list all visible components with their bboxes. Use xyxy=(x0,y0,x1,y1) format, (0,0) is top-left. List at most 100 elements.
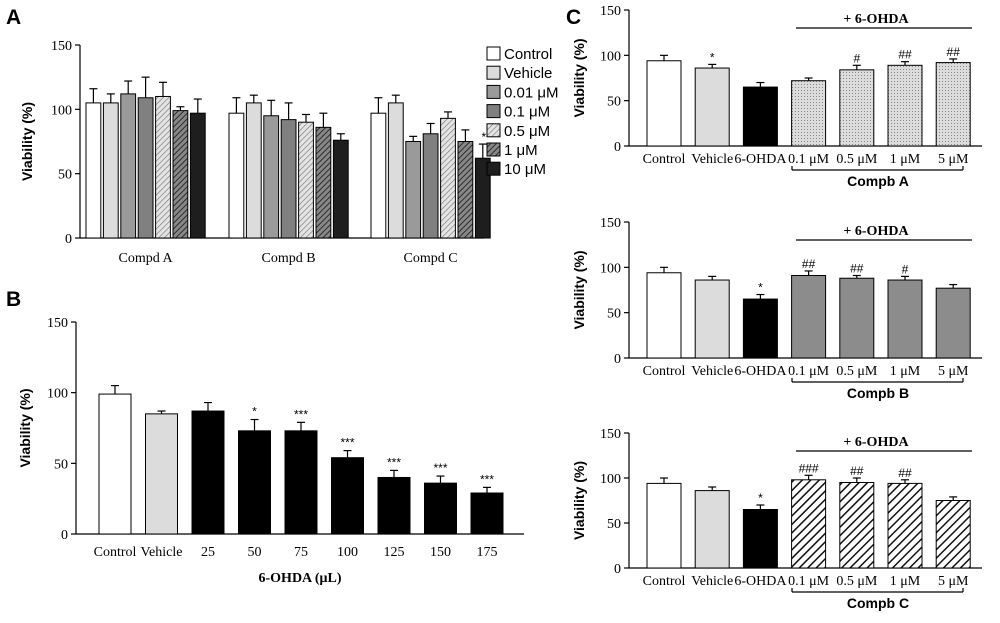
panel-c: 0 50 100 150 Viability (%) Control Vehicle * 6-O… xyxy=(571,4,982,189)
panel-b-category-label: 75 xyxy=(294,545,308,560)
panel-b-x-axis-label: 6-OHDA (μL) xyxy=(259,571,342,586)
panel-c-c-category-label: 0.5 μM xyxy=(836,574,878,589)
panel-c-compb-b: 0 50 100 150 Viability (%) Control Vehicle 6-OH… xyxy=(571,216,982,401)
panel-b-bar xyxy=(331,457,364,535)
panel-c-c-category-label: 1 μM xyxy=(890,574,921,589)
panel-c-a-bar xyxy=(887,64,923,147)
panel-c-b-bar xyxy=(694,279,730,359)
panel-c-b-y-tick-label: 150 xyxy=(600,216,621,231)
panel-c-b-bar xyxy=(646,272,682,359)
panel-b-bar xyxy=(238,430,271,535)
panel-b-bar xyxy=(145,413,178,535)
panel-c-c-bar xyxy=(839,482,875,569)
panel-a-legend-label: 0.01 μM xyxy=(504,84,559,101)
panel-a-bar xyxy=(245,102,262,239)
panel-a-category-label: Compd C xyxy=(404,251,458,266)
panel-b-bar xyxy=(470,492,504,535)
panel-a-y-axis-label: Viability (%) xyxy=(19,102,35,181)
panel-c-a-significance-label: ## xyxy=(947,45,961,59)
panel-c-c-category-label: Control xyxy=(643,574,686,589)
panel-a-bar xyxy=(228,112,245,239)
panel-c-a-group-label: Compb A xyxy=(847,173,909,189)
panel-c-b-bar xyxy=(887,279,923,359)
panel-a-y-tick-label: 0 xyxy=(65,232,72,247)
panel-a-bar xyxy=(155,95,171,239)
panel-c-c-treatment-label: + 6-OHDA xyxy=(843,435,909,450)
panel-b-y-tick-label: 50 xyxy=(54,457,68,472)
panel-a-legend-swatch xyxy=(486,46,501,61)
panel-a-bar xyxy=(405,141,422,239)
panel-a-significance-label: * xyxy=(481,130,486,144)
panel-a-bar xyxy=(315,126,332,239)
panel-a-legend-label: 10 μM xyxy=(504,161,546,178)
panel-a-y-tick-label: 100 xyxy=(51,103,72,118)
panel-c-b-bar xyxy=(839,277,875,359)
panel-c-c-category-label: 6-OHDA xyxy=(734,574,787,589)
panel-a-legend-swatch xyxy=(486,142,501,157)
panel-a-bar xyxy=(85,102,102,239)
panel-c-c-y-tick-label: 0 xyxy=(614,562,621,577)
panel-b-category-label: 100 xyxy=(337,545,358,560)
panel-a-legend-label: Vehicle xyxy=(504,65,552,82)
panel-a-bar xyxy=(280,119,297,239)
panel-c-b-category-label: 0.1 μM xyxy=(788,364,830,379)
panel-b-category-label: Vehicle xyxy=(141,545,183,560)
panel-c-b-category-label: 0.5 μM xyxy=(836,364,878,379)
panel-c-c-bar xyxy=(935,500,971,569)
panel-c-c-y-tick-label: 150 xyxy=(600,427,621,442)
panel-c-b-category-label: Control xyxy=(643,364,686,379)
panel-c-a-y-axis-label: Viability (%) xyxy=(571,38,587,117)
panel-b-significance-label: *** xyxy=(294,407,308,421)
panel-c-a-category-label: Control xyxy=(643,152,686,167)
panel-c-a-treatment-label: + 6-OHDA xyxy=(843,12,909,27)
panel-a-bar xyxy=(332,139,349,239)
panel-letter-a: A xyxy=(6,6,21,29)
panel-letter-c: C xyxy=(566,6,581,29)
panel-b-bar xyxy=(98,393,132,535)
panel-b-significance-label: * xyxy=(252,405,257,419)
panel-a-bar xyxy=(440,117,456,239)
panel-c-a-bar xyxy=(839,69,875,147)
panel-c-b-significance-label: * xyxy=(758,281,763,295)
panel-a-legend-label: Control xyxy=(504,46,552,63)
panel-a-bar xyxy=(189,112,206,239)
panel-c-a-category-label: 5 μM xyxy=(938,152,969,167)
panel-c-a-bar xyxy=(791,80,827,147)
panel-c-a-y-tick-label: 50 xyxy=(607,95,621,110)
panel-b-category-label: Control xyxy=(94,545,137,560)
panel-c-c-y-tick-label: 100 xyxy=(600,472,621,487)
panel-b-category-label: 150 xyxy=(430,545,451,560)
panel-a-bar xyxy=(387,102,404,239)
panel-b-significance-label: *** xyxy=(340,436,354,450)
panel-b-y-tick-label: 100 xyxy=(47,387,68,402)
panel-c-c-group-label: Compb C xyxy=(847,595,909,611)
panel-a-legend-label: 0.1 μM xyxy=(504,104,550,121)
panel-c-c-bar xyxy=(646,482,682,569)
panel-a-bar xyxy=(298,121,314,239)
panel-c-a-bar xyxy=(742,86,778,147)
panel-b-y-axis-label: Viability (%) xyxy=(17,388,33,467)
panel-b-y-tick-label: 150 xyxy=(47,316,68,331)
panel-c-a-y-tick-label: 100 xyxy=(600,49,621,64)
panel-c-c-y-axis-label: Viability (%) xyxy=(571,461,587,540)
panel-b-significance-label: *** xyxy=(433,461,447,475)
panel-b-bar xyxy=(284,430,318,535)
panel-c-b-group-label: Compb B xyxy=(847,385,909,401)
panel-a-y-tick-label: 50 xyxy=(58,168,72,183)
panel-b-bar xyxy=(191,410,225,535)
panel-a-legend-label: 1 μM xyxy=(504,142,538,159)
panel-a-bar xyxy=(457,141,474,239)
panel-c-c-bar xyxy=(887,482,923,569)
panel-c-b-category-label: 1 μM xyxy=(890,364,921,379)
panel-b: 0 50 100 150 Viability (%) Control Vehicle 25 50… xyxy=(17,316,524,586)
panel-c-a-category-label: 0.1 μM xyxy=(788,152,830,167)
panel-c-c-category-label: 5 μM xyxy=(938,574,969,589)
panel-c-b-y-axis-label: Viability (%) xyxy=(571,250,587,329)
panel-a-bar xyxy=(137,97,154,239)
panel-c-c-significance-label: ## xyxy=(898,466,912,480)
panel-c-a-bar xyxy=(694,67,730,147)
panel-c-b-category-label: 5 μM xyxy=(938,364,969,379)
panel-c-b-bar xyxy=(935,287,971,359)
panel-a: 0 50 100 150 Viability (%) Compd A Compd B Comp… xyxy=(19,39,559,266)
panel-c-a-category-label: 6-OHDA xyxy=(734,152,787,167)
